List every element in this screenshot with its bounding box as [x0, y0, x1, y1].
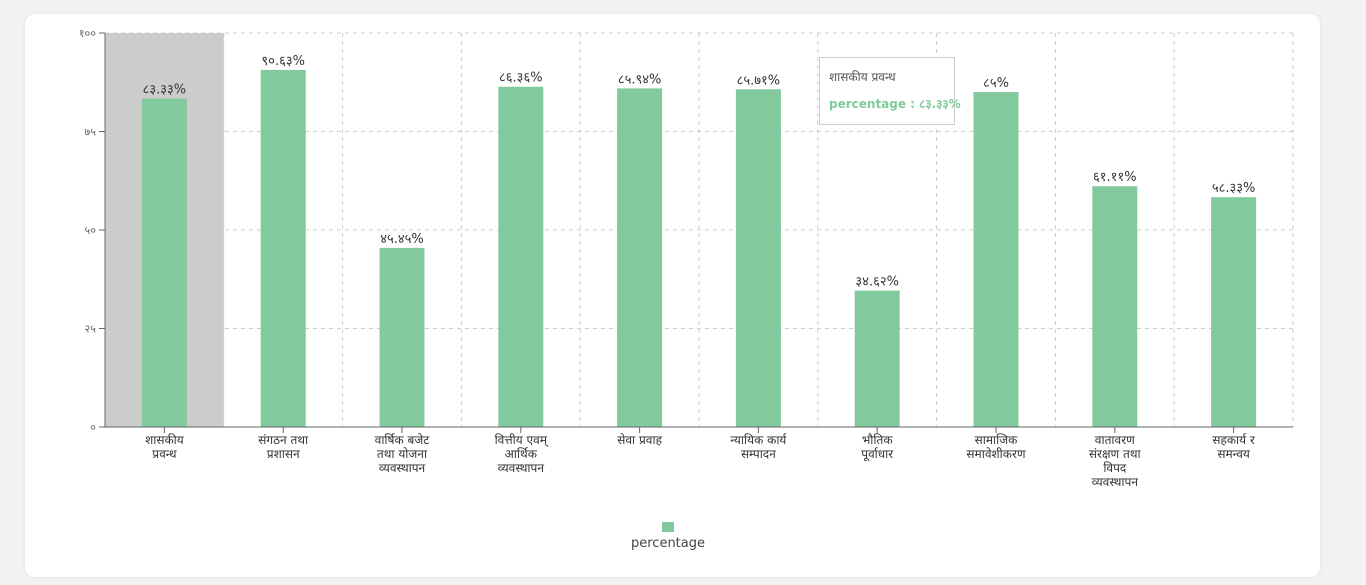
bar-value-label: ३४.६२% — [855, 275, 899, 290]
x-tick-label: संगठन तथा प्रशासन — [258, 433, 309, 461]
x-tick-label: वित्तीय एवम् आर्थिक व्यवस्थापन — [495, 433, 549, 475]
y-tick-label: ० — [90, 421, 96, 434]
x-tick-label: सामाजिक समावेशीकरण — [966, 433, 1025, 461]
x-tick-label: शासकीय प्रवन्ध — [145, 433, 185, 461]
chart-tooltip: शासकीय प्रवन्ध percentage : ८३.३३% — [819, 57, 961, 125]
bar[interactable] — [1211, 197, 1257, 427]
x-tick-label: भौतिक पूर्वाधार — [861, 433, 894, 462]
bar[interactable] — [973, 92, 1019, 427]
y-tick-label: १०० — [79, 27, 96, 40]
bar-value-label: ४५.४५% — [380, 232, 424, 247]
bar[interactable] — [617, 88, 663, 428]
bar[interactable] — [260, 69, 306, 428]
y-tick-label: ७५ — [85, 126, 97, 139]
bar-value-label: ५८.३३% — [1212, 181, 1256, 196]
bar[interactable] — [854, 290, 900, 427]
bar-value-label: ८५% — [983, 76, 1009, 91]
x-tick-label: वार्षिक बजेट तथा योजना व्यवस्थापन — [375, 433, 431, 475]
bar-value-label: ८३.३३% — [143, 83, 187, 98]
x-tick-label: सहकार्य र समन्वय — [1212, 433, 1256, 461]
bar-value-label: ९०.६३% — [261, 54, 305, 69]
bar[interactable] — [379, 247, 425, 427]
x-tick-label: न्यायिक कार्य सम्पादन — [730, 433, 787, 461]
bar[interactable] — [735, 89, 781, 427]
bar-value-label: ६१.११% — [1093, 170, 1137, 185]
y-tick-label: २५ — [85, 323, 97, 336]
legend-swatch — [662, 522, 674, 532]
tooltip-title: शासकीय प्रवन्ध — [829, 70, 896, 84]
bar[interactable] — [141, 98, 187, 427]
bar-value-label: ८६.३६% — [499, 71, 543, 86]
bar-value-label: ८५.९४% — [618, 72, 662, 87]
bar[interactable] — [498, 86, 544, 427]
x-tick-label: सेवा प्रवाह — [617, 433, 662, 447]
bar[interactable] — [1092, 186, 1138, 427]
chart-legend[interactable]: percentage — [560, 522, 776, 551]
bar-value-label: ८५.७१% — [737, 73, 781, 88]
y-tick-label: ५० — [85, 224, 97, 237]
legend-label: percentage — [630, 536, 705, 551]
x-tick-label: वातावरण संरक्षण तथा विपद व्यवस्थापन — [1089, 433, 1142, 489]
tooltip-value: percentage : ८३.३३% — [829, 97, 961, 111]
